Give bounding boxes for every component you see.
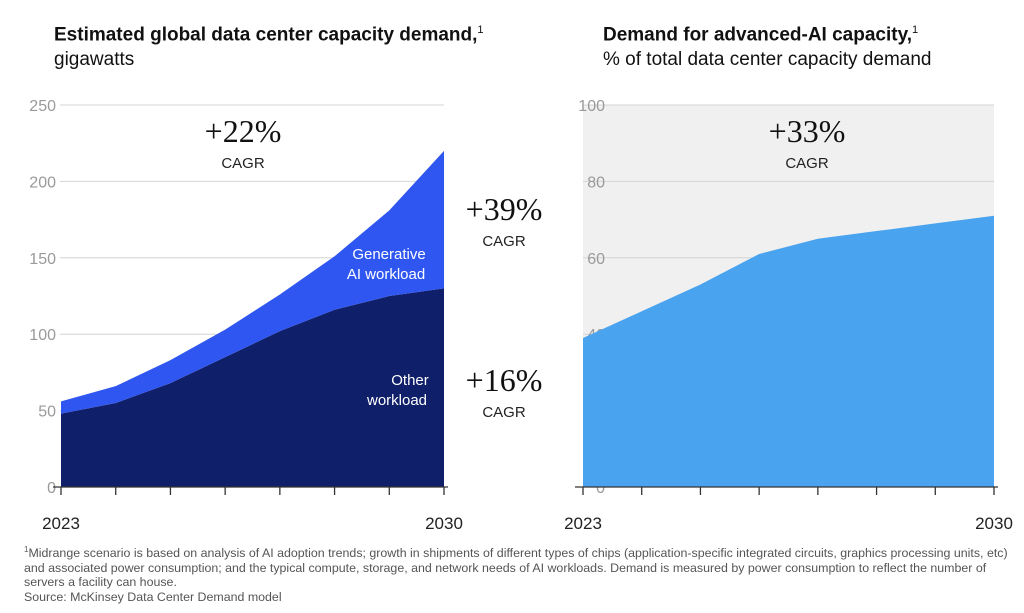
generative-ai-label-line2: AI workload xyxy=(347,266,425,283)
right-chart-cagr-value: +33% xyxy=(769,113,846,149)
left-chart-y-tick-label: 100 xyxy=(29,327,56,344)
left-chart-area-series-1 xyxy=(61,150,444,414)
other-workload-label-line1: Other xyxy=(391,372,429,389)
right-chart-title: Demand for advanced-AI capacity,1 % of t… xyxy=(603,18,1013,72)
left-chart-cagr-value: +16% xyxy=(466,362,543,398)
other-workload-label-line2: workload xyxy=(366,392,427,409)
left-chart-cagr-value: +22% xyxy=(205,113,282,149)
footnote-text: Midrange scenario is based on analysis o… xyxy=(24,546,1008,590)
left-chart-y-tick-label: 50 xyxy=(38,404,56,421)
right-chart-title-unit: % of total data center capacity demand xyxy=(603,49,932,71)
left-chart-y-tick-label: 250 xyxy=(29,98,56,115)
right-chart-title-bold: Demand for advanced-AI capacity, xyxy=(603,24,913,46)
right-chart-x-tick-label: 2030 xyxy=(975,514,1013,533)
footnote-mark: 1 xyxy=(24,545,29,554)
generative-ai-label-line1: Generative xyxy=(352,246,425,263)
right-chart-y-tick-label: 100 xyxy=(578,98,605,115)
left-chart-y-tick-label: 200 xyxy=(29,174,56,191)
left-chart-title-footnote-mark: 1 xyxy=(477,24,484,36)
right-chart-title-footnote-mark: 1 xyxy=(912,24,919,36)
left-chart-x-tick-label: 2030 xyxy=(425,514,463,533)
source-note: Source: McKinsey Data Center Demand mode… xyxy=(24,590,282,604)
left-chart-y-tick-label: 0 xyxy=(47,480,56,497)
left-chart-cagr-label: CAGR xyxy=(482,233,526,250)
right-chart-y-tick-label: 60 xyxy=(587,251,605,268)
left-chart-area-series-0 xyxy=(61,288,444,487)
right-chart-cagr-label: CAGR xyxy=(785,155,829,172)
left-chart-cagr-label: CAGR xyxy=(482,404,526,421)
right-chart-y-tick-label: 80 xyxy=(587,174,605,191)
left-chart-title-unit: gigawatts xyxy=(54,49,135,71)
footnote: 1Midrange scenario is based on analysis … xyxy=(24,543,1009,590)
right-chart-x-tick-label: 2023 xyxy=(564,514,602,533)
left-chart-cagr-label: CAGR xyxy=(221,155,265,172)
left-chart-title: Estimated global data center capacity de… xyxy=(54,18,484,72)
left-chart-y-tick-label: 150 xyxy=(29,251,56,268)
right-chart-area-series-0 xyxy=(583,215,994,487)
left-chart-cagr-value: +39% xyxy=(466,191,543,227)
right-chart-y-tick-label: 0 xyxy=(596,480,605,497)
left-chart-title-bold: Estimated global data center capacity de… xyxy=(54,24,478,46)
left-chart-x-tick-label: 2023 xyxy=(42,514,80,533)
